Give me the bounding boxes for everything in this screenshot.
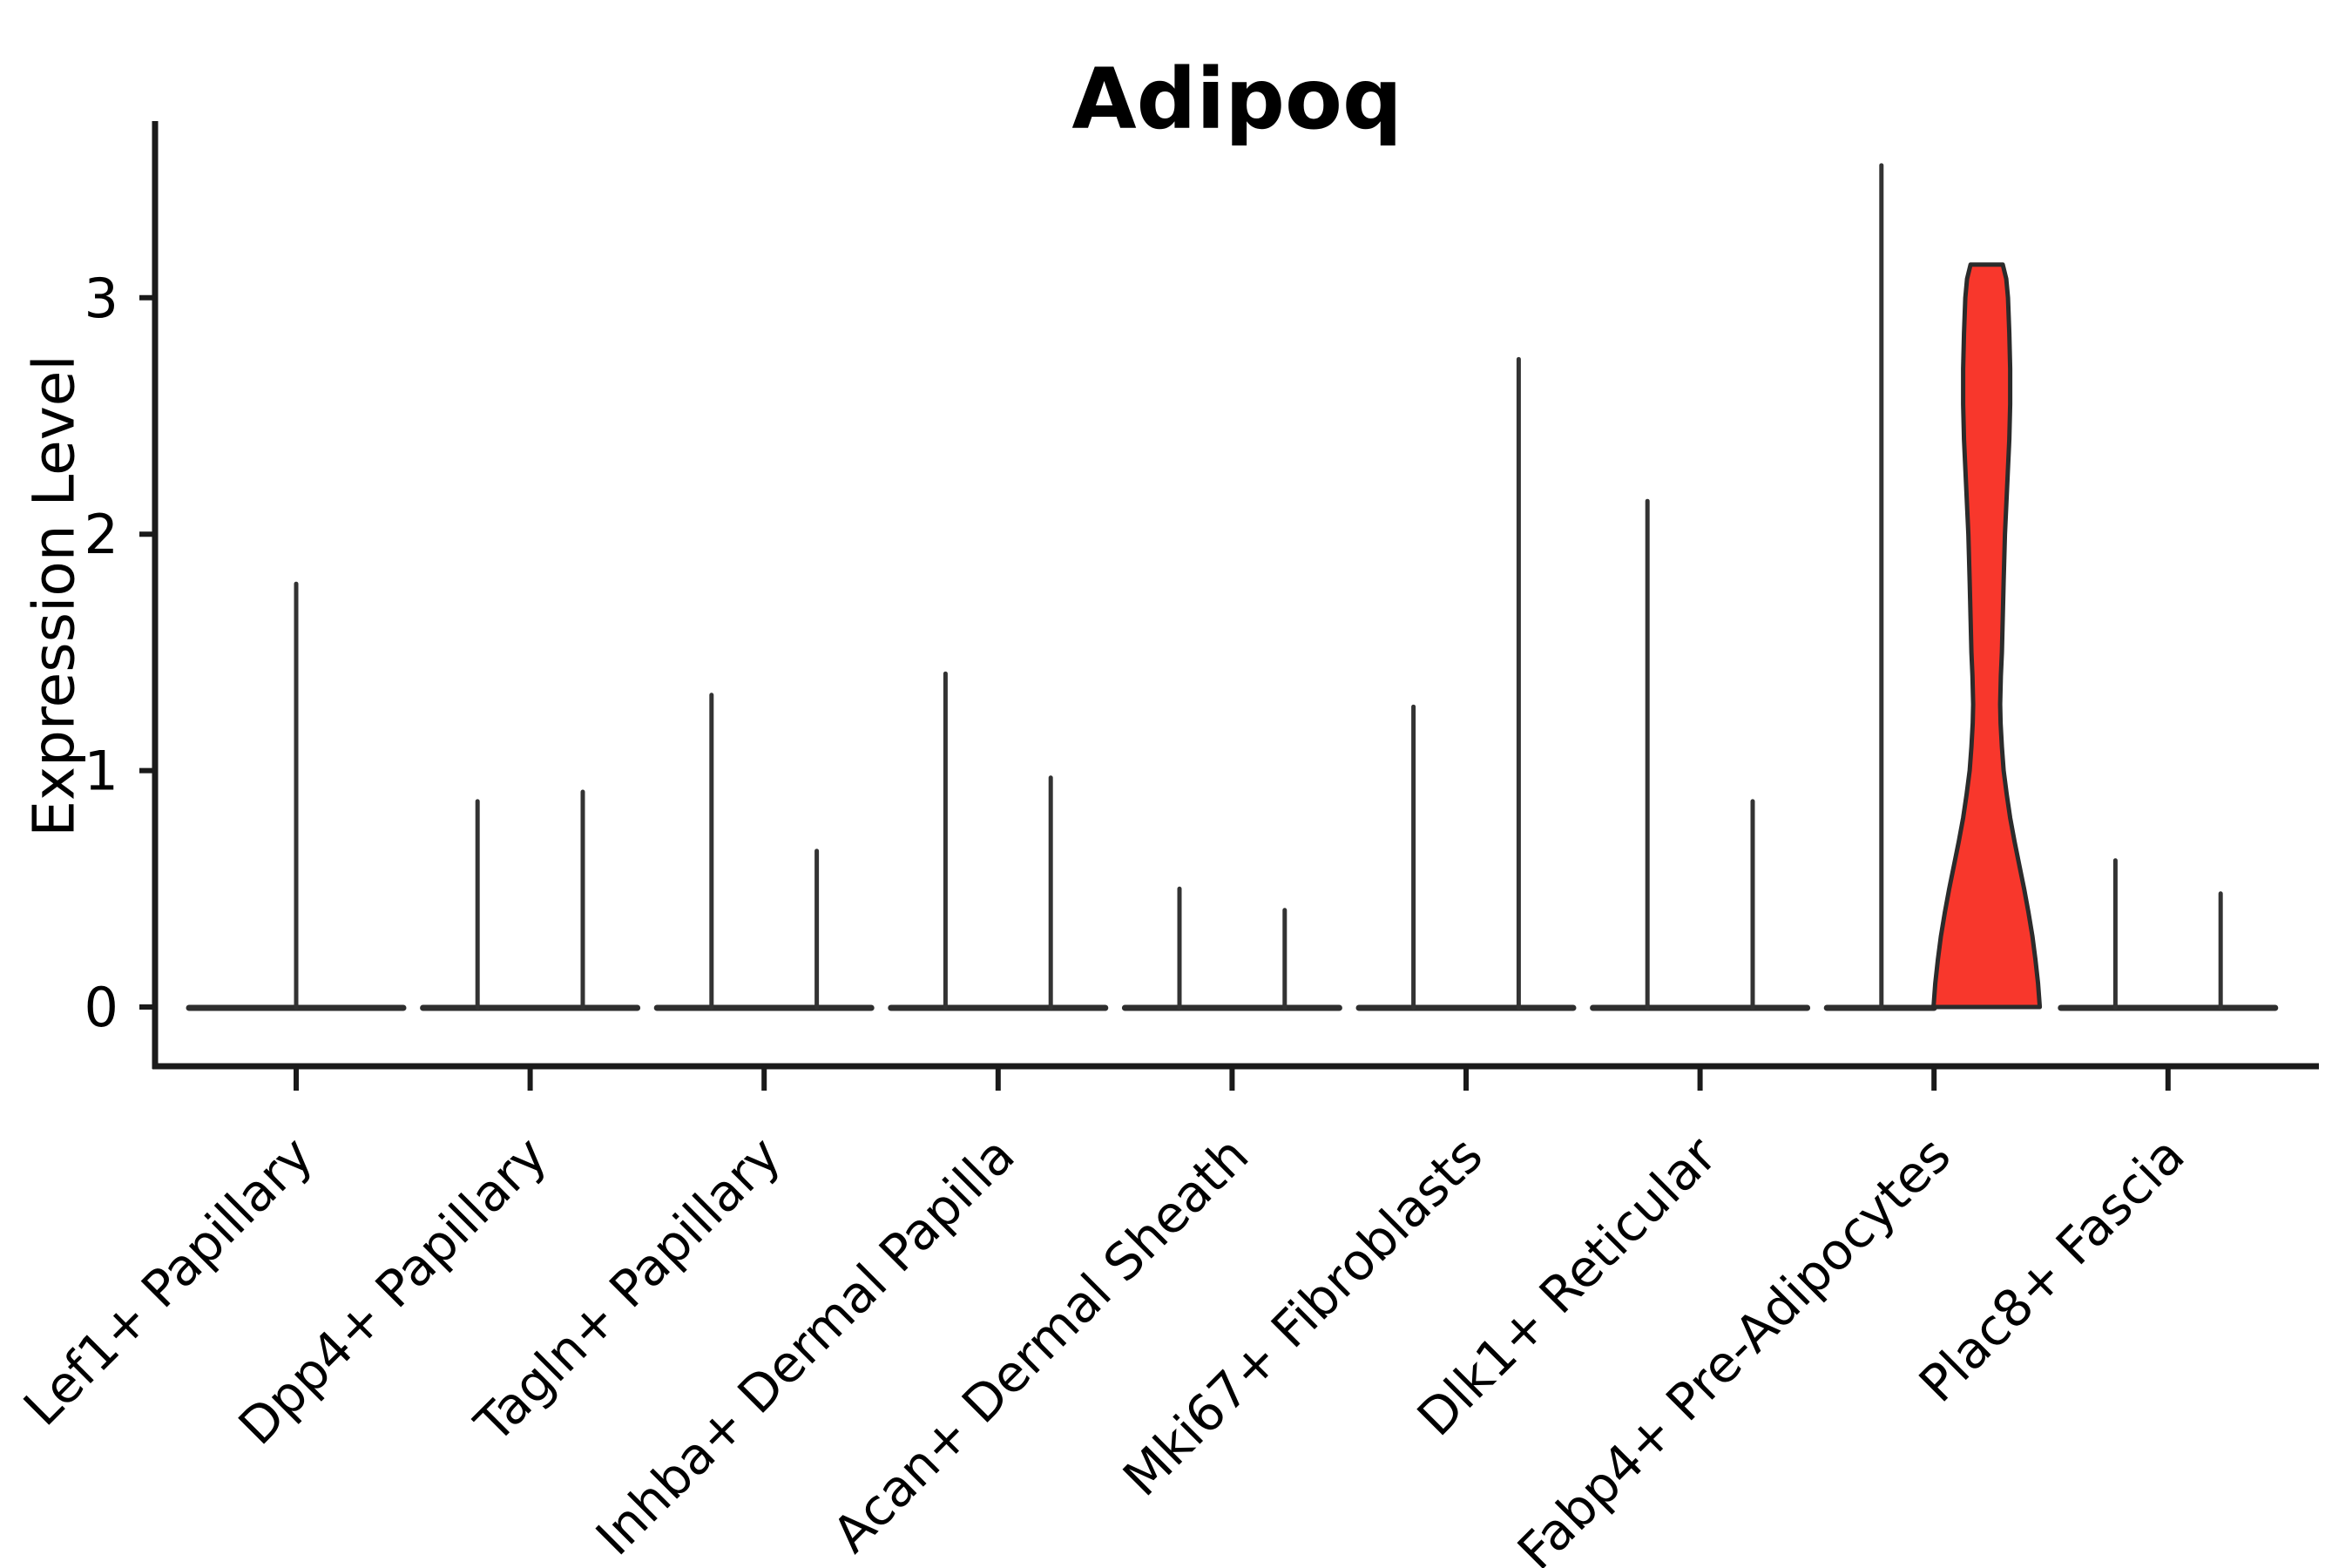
y-tick-label: 0 bbox=[84, 976, 118, 1039]
y-tick-label: 3 bbox=[84, 267, 118, 330]
x-tick-label: Fabp4+ Pre-Adipocytes bbox=[1506, 1125, 1962, 1568]
plot-title: Adipoq bbox=[1071, 51, 1402, 148]
y-tick-label: 2 bbox=[84, 503, 118, 566]
highlight-violin-fabp4-pre-adipocytes bbox=[1931, 262, 2043, 1010]
x-tick-label: Acan+ Dermal Sheath bbox=[821, 1125, 1260, 1564]
x-tick-label: Inhba+ Dermal Papilla bbox=[585, 1125, 1026, 1567]
y-tick-label: 1 bbox=[84, 740, 118, 803]
